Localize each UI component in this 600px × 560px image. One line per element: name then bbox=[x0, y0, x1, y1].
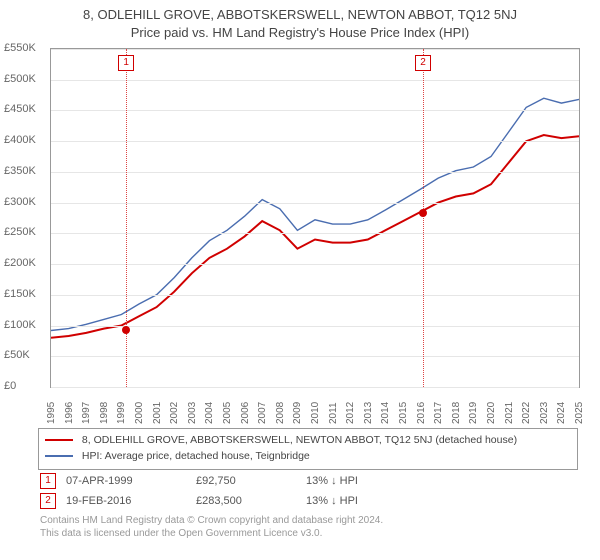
x-axis-label: 2018 bbox=[451, 402, 462, 424]
legend-row-1: 8, ODLEHILL GROVE, ABBOTSKERSWELL, NEWTO… bbox=[45, 433, 571, 449]
gridline bbox=[51, 80, 579, 81]
x-axis-label: 2000 bbox=[134, 402, 145, 424]
marker-row-date: 07-APR-1999 bbox=[66, 475, 196, 487]
gridline bbox=[51, 110, 579, 111]
x-axis-label: 2006 bbox=[240, 402, 251, 424]
y-axis-label: £0 bbox=[4, 380, 16, 392]
gridline bbox=[51, 203, 579, 204]
legend-swatch-1 bbox=[45, 439, 73, 441]
y-axis-label: £200K bbox=[4, 257, 36, 269]
marker-vline bbox=[423, 49, 424, 387]
legend-label-2: HPI: Average price, detached house, Teig… bbox=[82, 450, 310, 462]
x-axis-label: 2004 bbox=[204, 402, 215, 424]
y-axis-label: £250K bbox=[4, 226, 36, 238]
x-axis-label: 2011 bbox=[328, 402, 339, 424]
legend-box: 8, ODLEHILL GROVE, ABBOTSKERSWELL, NEWTO… bbox=[38, 428, 578, 470]
legend-and-footer: 8, ODLEHILL GROVE, ABBOTSKERSWELL, NEWTO… bbox=[38, 428, 578, 541]
x-axis-label: 2013 bbox=[363, 402, 374, 424]
marker-row: 2 19-FEB-2016 £283,500 13% ↓ HPI bbox=[38, 490, 578, 510]
x-axis-label: 1998 bbox=[99, 402, 110, 424]
gridline bbox=[51, 49, 579, 50]
x-axis-label: 2025 bbox=[574, 402, 585, 424]
chart-container: 8, ODLEHILL GROVE, ABBOTSKERSWELL, NEWTO… bbox=[0, 0, 600, 560]
gridline bbox=[51, 264, 579, 265]
x-axis-label: 2023 bbox=[539, 402, 550, 424]
x-axis-label: 2012 bbox=[345, 402, 356, 424]
marker-row-price: £283,500 bbox=[196, 495, 306, 507]
y-axis-label: £50K bbox=[4, 349, 30, 361]
x-axis-label: 2020 bbox=[486, 402, 497, 424]
copyright-line-1: Contains HM Land Registry data © Crown c… bbox=[40, 514, 576, 528]
y-axis-label: £300K bbox=[4, 196, 36, 208]
y-axis-label: £500K bbox=[4, 73, 36, 85]
marker-number-box: 1 bbox=[118, 55, 134, 71]
x-axis-label: 2014 bbox=[380, 402, 391, 424]
x-axis-label: 2002 bbox=[169, 402, 180, 424]
y-axis-label: £450K bbox=[4, 103, 36, 115]
gridline bbox=[51, 141, 579, 142]
title-line-2: Price paid vs. HM Land Registry's House … bbox=[0, 24, 600, 42]
marker-row-price: £92,750 bbox=[196, 475, 306, 487]
x-axis-label: 2019 bbox=[468, 402, 479, 424]
gridline bbox=[51, 172, 579, 173]
y-axis-label: £150K bbox=[4, 288, 36, 300]
y-axis-label: £400K bbox=[4, 134, 36, 146]
series-price_paid bbox=[51, 135, 579, 338]
x-axis-label: 1999 bbox=[116, 402, 127, 424]
gridline bbox=[51, 233, 579, 234]
chart-lines-svg bbox=[51, 49, 579, 387]
x-axis-label: 2001 bbox=[152, 402, 163, 424]
x-axis-label: 2007 bbox=[257, 402, 268, 424]
gridline bbox=[51, 295, 579, 296]
x-axis-label: 1996 bbox=[64, 402, 75, 424]
y-axis-label: £100K bbox=[4, 319, 36, 331]
marker-row-date: 19-FEB-2016 bbox=[66, 495, 196, 507]
y-axis-label: £350K bbox=[4, 165, 36, 177]
x-axis-label: 2010 bbox=[310, 402, 321, 424]
marker-row: 1 07-APR-1999 £92,750 13% ↓ HPI bbox=[38, 470, 578, 490]
gridline bbox=[51, 326, 579, 327]
chart-title: 8, ODLEHILL GROVE, ABBOTSKERSWELL, NEWTO… bbox=[0, 0, 600, 41]
copyright-line-2: This data is licensed under the Open Gov… bbox=[40, 527, 576, 541]
x-axis-label: 2005 bbox=[222, 402, 233, 424]
x-axis-label: 2024 bbox=[556, 402, 567, 424]
x-axis-label: 2017 bbox=[433, 402, 444, 424]
marker-row-delta: 13% ↓ HPI bbox=[306, 475, 358, 487]
marker-vline bbox=[126, 49, 127, 387]
legend-label-1: 8, ODLEHILL GROVE, ABBOTSKERSWELL, NEWTO… bbox=[82, 434, 517, 446]
copyright: Contains HM Land Registry data © Crown c… bbox=[38, 510, 578, 541]
x-axis-label: 1997 bbox=[81, 402, 92, 424]
y-axis-label: £550K bbox=[4, 42, 36, 54]
x-axis-labels: 1995199619971998199920002001200220032004… bbox=[50, 388, 580, 420]
x-axis-label: 1995 bbox=[46, 402, 57, 424]
x-axis-label: 2016 bbox=[416, 402, 427, 424]
marker-dot bbox=[419, 209, 427, 217]
gridline bbox=[51, 356, 579, 357]
x-axis-label: 2021 bbox=[504, 402, 515, 424]
title-line-1: 8, ODLEHILL GROVE, ABBOTSKERSWELL, NEWTO… bbox=[0, 6, 600, 24]
legend-swatch-2 bbox=[45, 455, 73, 457]
chart-plot-area: 12 bbox=[50, 48, 580, 388]
marker-row-number: 1 bbox=[40, 473, 56, 489]
x-axis-label: 2022 bbox=[521, 402, 532, 424]
marker-row-number: 2 bbox=[40, 493, 56, 509]
marker-row-delta: 13% ↓ HPI bbox=[306, 495, 358, 507]
x-axis-label: 2008 bbox=[275, 402, 286, 424]
x-axis-label: 2003 bbox=[187, 402, 198, 424]
x-axis-label: 2015 bbox=[398, 402, 409, 424]
marker-dot bbox=[122, 326, 130, 334]
marker-rows: 1 07-APR-1999 £92,750 13% ↓ HPI2 19-FEB-… bbox=[38, 470, 578, 510]
legend-row-2: HPI: Average price, detached house, Teig… bbox=[45, 449, 571, 465]
marker-number-box: 2 bbox=[415, 55, 431, 71]
x-axis-label: 2009 bbox=[292, 402, 303, 424]
